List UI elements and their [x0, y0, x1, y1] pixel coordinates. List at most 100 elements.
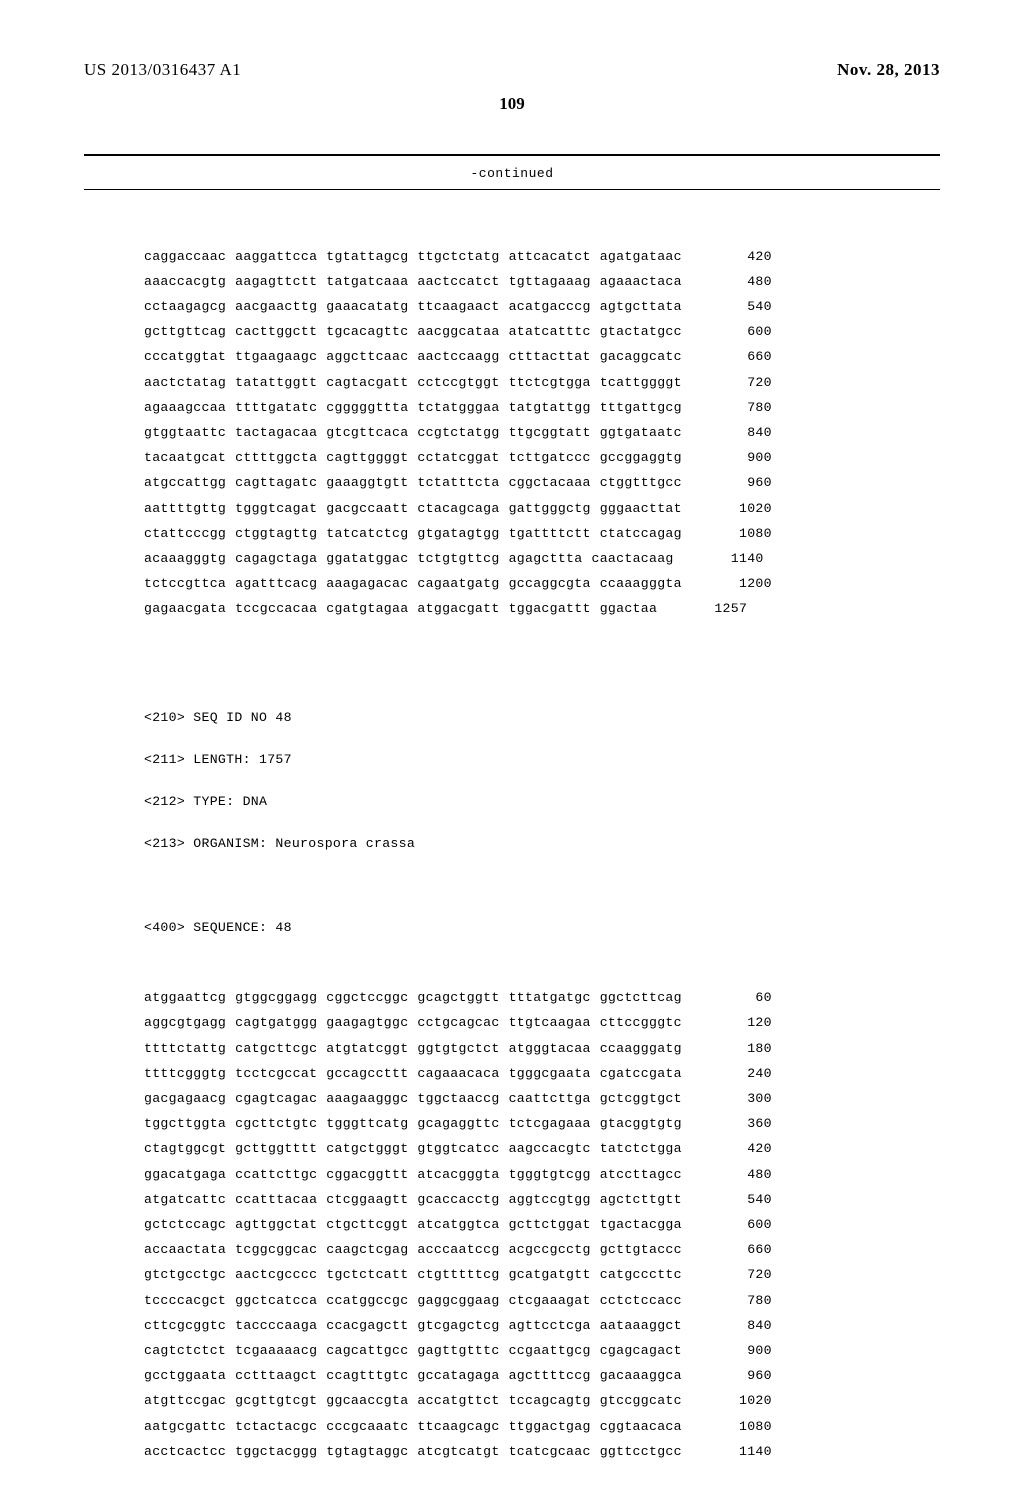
sequence-group: gattgggctg	[509, 502, 591, 515]
sequence-group: gtgatagtgg	[417, 527, 499, 540]
sequence-line: tggcttggtacgcttctgtctgggttcatggcagaggttc…	[144, 1117, 940, 1130]
sequence-group: tgtagtaggc	[326, 1445, 408, 1458]
sequence-groups: aatgcgattctctactacgccccgcaaatcttcaagcagc…	[144, 1420, 682, 1433]
sequence-group: atggacgatt	[417, 602, 499, 615]
sequence-position: 780	[710, 401, 772, 414]
sequence-group: gccaggcgta	[509, 577, 591, 590]
top-rule	[84, 154, 940, 156]
sequence-group: aactccaagg	[417, 350, 499, 363]
sequence-listing: caggaccaacaaggattccatgtattagcgttgctctatg…	[84, 210, 940, 1510]
sequence-group: tgtattagcg	[326, 250, 408, 263]
sequence-group: aagccacgtc	[509, 1142, 591, 1155]
sequence-groups: gtggtaattctactagacaagtcgttcacaccgtctatgg…	[144, 426, 682, 439]
sequence-line: acaaagggtgcagagctagaggatatggactctgtgttcg…	[144, 552, 940, 565]
sequence-group: gtggcggagg	[235, 991, 317, 1004]
sequence-group: attcacatct	[509, 250, 591, 263]
sequence-line: aattttgttgtgggtcagatgacgccaattctacagcaga…	[144, 502, 940, 515]
sequence-group: aaaccacgtg	[144, 275, 226, 288]
sequence-position: 780	[710, 1294, 772, 1307]
sequence-group: gtggtcatcc	[417, 1142, 499, 1155]
sequence-group: ggttcctgcc	[600, 1445, 682, 1458]
sequence-position: 600	[710, 325, 772, 338]
sequence-group: ccaagggatg	[600, 1042, 682, 1055]
sequence-group: ctatccagag	[600, 527, 682, 540]
sequence-group: tccccacgct	[144, 1294, 226, 1307]
sequence-group: cctccgtggt	[417, 376, 499, 389]
sequence-group: gggaacttat	[600, 502, 682, 515]
sequence-group: tcattggggt	[600, 376, 682, 389]
sequence-group: gcctggaata	[144, 1369, 226, 1382]
sequence-groups: gacgagaacgcgagtcagacaaagaagggctggctaaccg…	[144, 1092, 682, 1105]
sequence-group: aaggattcca	[235, 250, 317, 263]
sequence-line: aatgcgattctctactacgccccgcaaatcttcaagcagc…	[144, 1420, 940, 1433]
sequence-group: ttttcgggtg	[144, 1067, 226, 1080]
sequence-group: aggtccgtgg	[509, 1193, 591, 1206]
sequence-group: cccgcaaatc	[326, 1420, 408, 1433]
sequence-group: gtctgcctgc	[144, 1268, 226, 1281]
sequence-meta-block: <210> SEQ ID NO 48 <211> LENGTH: 1757 <2…	[144, 683, 940, 877]
sequence-line: accaactatatcggcggcaccaagctcgagacccaatccg…	[144, 1243, 940, 1256]
sequence-group: aacggcataa	[417, 325, 499, 338]
sequence-group: caattcttga	[509, 1092, 591, 1105]
sequence-group: gacaggcatc	[600, 350, 682, 363]
sequence-line: agaaagccaattttgatatccgggggtttatctatgggaa…	[144, 401, 940, 414]
sequence-position: 1200	[710, 577, 772, 590]
sequence-group: ctggtttgcc	[600, 476, 682, 489]
sequence-group: cttccgggtc	[600, 1016, 682, 1029]
sequence-groups: ctattcccggctggtagttgtatcatctcggtgatagtgg…	[144, 527, 682, 540]
sequence-position: 1140	[702, 552, 764, 565]
sequence-group: taccccaaga	[235, 1319, 317, 1332]
sequence-line: cccatggtatttgaagaagcaggcttcaacaactccaagg…	[144, 350, 940, 363]
sequence-line: caggaccaacaaggattccatgtattagcgttgctctatg…	[144, 250, 940, 263]
sequence-groups: gcttgttcagcacttggctttgcacagttcaacggcataa…	[144, 325, 682, 338]
sequence-group: cagaaacaca	[417, 1067, 499, 1080]
sequence-group: cagtacgatt	[326, 376, 408, 389]
sequence-group: gacgagaacg	[144, 1092, 226, 1105]
sequence-group: atcacgggta	[417, 1168, 499, 1181]
sequence-group: gcatgatgtt	[509, 1268, 591, 1281]
sequence-group: ccatggccgc	[326, 1294, 408, 1307]
sequence-position: 360	[710, 1117, 772, 1130]
sequence-groups: gctctccagcagttggctatctgcttcggtatcatggtca…	[144, 1218, 682, 1231]
sequence-group: accaactata	[144, 1243, 226, 1256]
sequence-group: accatgttct	[417, 1394, 499, 1407]
sequence-group: cagtgatggg	[235, 1016, 317, 1029]
sequence-line: gctctccagcagttggctatctgcttcggtatcatggtca…	[144, 1218, 940, 1231]
sequence-position: 960	[710, 1369, 772, 1382]
sequence-group: ctattcccgg	[144, 527, 226, 540]
sequence-group: cagttagatc	[235, 476, 317, 489]
seq-id-line: <210> SEQ ID NO 48	[144, 710, 940, 726]
sequence-line: ggacatgagaccattcttgccggacggtttatcacgggta…	[144, 1168, 940, 1181]
sequence-group: ggactaa	[600, 602, 658, 615]
sequence-groups: cccatggtatttgaagaagcaggcttcaacaactccaagg…	[144, 350, 682, 363]
sequence-group: ttggactgag	[509, 1420, 591, 1433]
sequence-line: aaaccacgtgaagagttctttatgatcaaaaactccatct…	[144, 275, 940, 288]
sequence-group: gaagagtggc	[326, 1016, 408, 1029]
sequence-line: gcctggaatacctttaagctccagtttgtcgccatagaga…	[144, 1369, 940, 1382]
sequence-group: gacgccaatt	[326, 502, 408, 515]
sequence-group: ccacgagctt	[326, 1319, 408, 1332]
sequence-group: tatcatctcg	[326, 527, 408, 540]
sequence-group: ttttgatatc	[235, 401, 317, 414]
sequence-group: tatattggtt	[235, 376, 317, 389]
sequence-position: 180	[710, 1042, 772, 1055]
sequence-group: cagagctaga	[235, 552, 317, 565]
sequence-position: 900	[710, 451, 772, 464]
sequence-group: ttgaagaagc	[235, 350, 317, 363]
sequence-group: gcttctggat	[509, 1218, 591, 1231]
sequence-group: aaagagacac	[326, 577, 408, 590]
sequence-line: gtggtaattctactagacaagtcgttcacaccgtctatgg…	[144, 426, 940, 439]
sequence-position: 720	[710, 376, 772, 389]
sequence-group: cccatggtat	[144, 350, 226, 363]
sequence-group: tcggcggcac	[235, 1243, 317, 1256]
sequence-group: cacttggctt	[235, 325, 317, 338]
sequence-group: gccatagaga	[417, 1369, 499, 1382]
sequence-line: atgatcattcccatttacaactcggaagttgcaccacctg…	[144, 1193, 940, 1206]
sequence-group: atccttagcc	[600, 1168, 682, 1181]
sequence-group: cggctacaaa	[509, 476, 591, 489]
sequence-line: atgttccgacgcgttgtcgtggcaaccgtaaccatgttct…	[144, 1394, 940, 1407]
sequence-line: cctaagagcgaacgaacttggaaacatatgttcaagaact…	[144, 300, 940, 313]
sequence-line: atgccattggcagttagatcgaaaggtgtttctatttcta…	[144, 476, 940, 489]
sequence-position: 540	[710, 1193, 772, 1206]
sequence-group: ctcggaagtt	[326, 1193, 408, 1206]
